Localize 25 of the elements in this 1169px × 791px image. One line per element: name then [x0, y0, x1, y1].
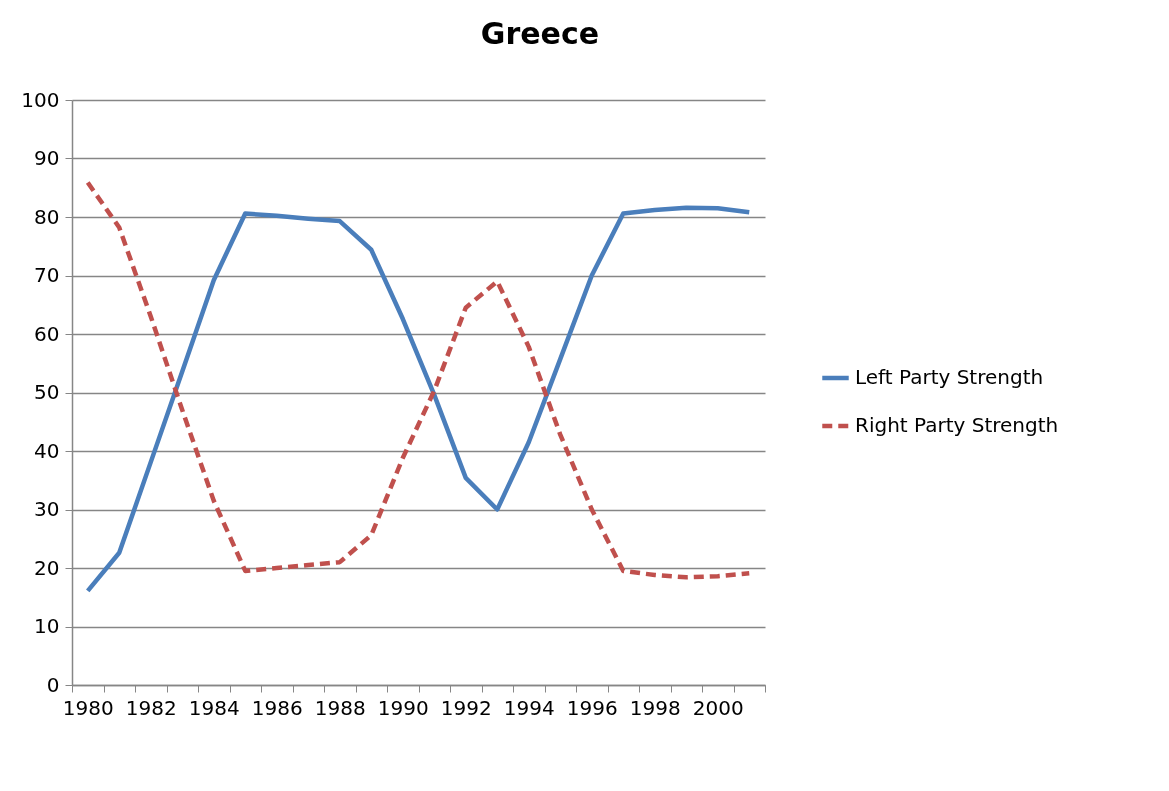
x-tick-label: 1986: [251, 695, 303, 720]
y-tick-label: 100: [21, 87, 60, 112]
x-tick-label: 1984: [188, 695, 240, 720]
y-tick-label: 90: [34, 146, 60, 170]
x-tick-label: 1996: [566, 695, 618, 720]
y-tick-label: 40: [34, 438, 60, 463]
y-tick-label: 70: [34, 263, 60, 287]
y-tick-label: 20: [34, 555, 60, 580]
y-tick-label: 10: [34, 614, 60, 638]
y-tick-label: 80: [34, 204, 60, 229]
x-tick-label: 1980: [62, 695, 114, 720]
x-tick-label: 2000: [692, 695, 744, 720]
x-tick-label: 1990: [377, 695, 429, 720]
y-tick-label: 0: [46, 672, 60, 697]
chart-title: Greece: [480, 16, 600, 51]
y-tick-label: 30: [34, 497, 60, 521]
x-tick-label: 1988: [314, 695, 366, 720]
x-tick-label: 1982: [125, 695, 177, 720]
y-tick-label: 50: [34, 380, 60, 404]
x-tick-label: 1992: [440, 695, 492, 720]
legend-label: Left Party Strength: [855, 365, 1044, 389]
x-tick-label: 1998: [629, 695, 681, 720]
y-tick-label: 60: [34, 321, 60, 346]
legend-label: Right Party Strength: [855, 413, 1059, 437]
x-tick-label: 1994: [503, 695, 555, 720]
